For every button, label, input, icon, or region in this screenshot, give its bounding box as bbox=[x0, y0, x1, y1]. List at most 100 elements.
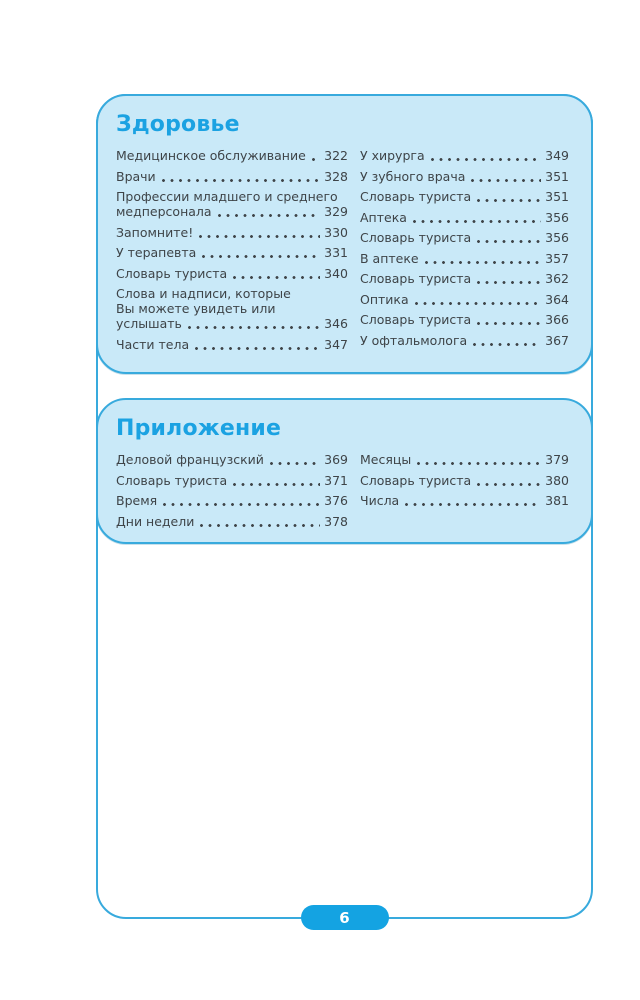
toc-entry-lastline: У терапевта 331 bbox=[116, 245, 348, 260]
dot-leader bbox=[477, 199, 542, 202]
section-health: Здоровье Медицинское обслуживание 322 Врач… bbox=[96, 94, 593, 374]
toc-entry: Медицинское обслуживание 322 bbox=[116, 148, 348, 163]
toc-entry-lastline: Части тела 347 bbox=[116, 337, 348, 352]
dot-leader bbox=[200, 523, 321, 527]
toc-entry-title: Оптика bbox=[360, 291, 409, 307]
toc-entry-page: 379 bbox=[545, 452, 569, 467]
toc-entry: У зубного врача 351 bbox=[360, 169, 569, 184]
dot-leader bbox=[269, 462, 321, 465]
toc-entry: Запомните! 330 bbox=[116, 225, 348, 240]
toc-entry-line: Вы можете увидеть или bbox=[116, 301, 276, 316]
section-title-appendix: Приложение bbox=[116, 416, 282, 441]
toc-entry-page: 349 bbox=[545, 148, 569, 163]
toc-entry-title: Словарь туриста bbox=[116, 472, 228, 488]
dot-leader bbox=[477, 240, 542, 243]
toc-entry: У терапевта 331 bbox=[116, 245, 348, 260]
toc-entry-lastline: У зубного врача 351 bbox=[360, 169, 569, 184]
toc-entry-lastline: Словарь туриста 380 bbox=[360, 473, 569, 488]
toc-entry-title: Медицинское обслуживание bbox=[116, 148, 306, 163]
toc-entry-lastline: Месяцы 379 bbox=[360, 452, 569, 467]
toc-column-left: Деловой французский 369 Словарь туриста 371… bbox=[116, 452, 348, 534]
page-frame: Здоровье Медицинское обслуживание 322 Врач… bbox=[96, 94, 593, 930]
toc-entry: Слова и надписи, которые Вы можете увидет… bbox=[116, 286, 348, 331]
toc-entry-page: 366 bbox=[545, 312, 569, 327]
toc-entry-title: Числа bbox=[360, 493, 400, 508]
toc-entry-title: Врачи bbox=[116, 168, 156, 184]
toc-entry: Врачи 328 bbox=[116, 169, 348, 184]
toc-entry-page: 367 bbox=[545, 332, 569, 348]
toc-entry: Профессии младшего и среднего медперсонал… bbox=[116, 189, 348, 219]
toc-entry-page: 369 bbox=[324, 452, 348, 467]
toc-entry-page: 346 bbox=[324, 316, 348, 331]
toc-entry-page: 351 bbox=[545, 189, 569, 204]
toc-entry-title: Части тела bbox=[116, 336, 190, 352]
toc-entry: Время 376 bbox=[116, 493, 348, 508]
toc-entry-page: 381 bbox=[545, 493, 569, 508]
toc-entry-lastline: Время 376 bbox=[116, 493, 348, 508]
toc-entry-lastline: Числа 381 bbox=[360, 493, 569, 508]
dot-leader bbox=[202, 255, 321, 258]
dot-leader bbox=[405, 503, 542, 506]
toc-entry-lastline: Дни недели 378 bbox=[116, 514, 348, 529]
toc-entry-page: 330 bbox=[324, 224, 348, 240]
toc-entry-lastline: Словарь туриста 362 bbox=[360, 271, 569, 286]
toc-entry-title: Запомните! bbox=[116, 224, 194, 240]
toc-entry-page: 329 bbox=[324, 204, 348, 219]
toc-entry: Словарь туриста 362 bbox=[360, 271, 569, 286]
dot-leader bbox=[311, 158, 321, 161]
toc-entry-title: У зубного врача bbox=[360, 168, 466, 184]
dot-leader bbox=[471, 178, 542, 182]
toc-entry: Числа 381 bbox=[360, 493, 569, 508]
toc-entry: Месяцы 379 bbox=[360, 452, 569, 467]
dot-leader bbox=[233, 275, 321, 279]
toc-entry-page: 356 bbox=[545, 209, 569, 225]
dot-leader bbox=[430, 158, 542, 161]
toc-entry-page: 331 bbox=[324, 245, 348, 260]
toc-entry-page: 378 bbox=[324, 513, 348, 529]
dot-leader bbox=[163, 503, 321, 506]
toc-entry-title: Словарь туриста bbox=[360, 271, 472, 286]
toc-entry-lastline: В аптеке 357 bbox=[360, 251, 569, 266]
toc-entry-title: У хирурга bbox=[360, 148, 425, 163]
section-title-health: Здоровье bbox=[116, 112, 240, 137]
toc-entry-page: 328 bbox=[324, 168, 348, 184]
toc-entry-title: Словарь туриста bbox=[360, 230, 472, 245]
toc-entry-title: Словарь туриста bbox=[116, 265, 228, 281]
toc-entry: Дни недели 378 bbox=[116, 514, 348, 529]
toc-entry-line: Профессии младшего и среднего bbox=[116, 189, 338, 204]
toc-entry-title: медперсонала bbox=[116, 204, 212, 219]
toc-entry-lastline: Словарь туриста 351 bbox=[360, 189, 569, 204]
toc-entry-title: Дни недели bbox=[116, 513, 195, 529]
toc-entry-title: Месяцы bbox=[360, 452, 412, 467]
toc-entry: В аптеке 357 bbox=[360, 251, 569, 266]
toc-entry-page: 357 bbox=[545, 250, 569, 266]
toc-entry-lastline: Запомните! 330 bbox=[116, 225, 348, 240]
dot-leader bbox=[417, 462, 542, 465]
toc-column-left: Медицинское обслуживание 322 Врачи 328 Профе… bbox=[116, 148, 348, 357]
toc-entry-line: Слова и надписи, которые bbox=[116, 286, 291, 301]
dot-leader bbox=[195, 346, 321, 350]
toc-entry-title: В аптеке bbox=[360, 250, 419, 266]
dot-leader bbox=[473, 342, 542, 346]
toc-entry-title: Словарь туриста bbox=[360, 312, 472, 327]
dot-leader bbox=[199, 234, 321, 238]
page-number-badge: 6 bbox=[300, 905, 389, 930]
toc-entry-title: Словарь туриста bbox=[360, 472, 472, 488]
dot-leader bbox=[477, 322, 542, 325]
toc-entry: Словарь туриста 356 bbox=[360, 230, 569, 245]
dot-leader bbox=[161, 178, 321, 182]
toc-entry: Деловой французский 369 bbox=[116, 452, 348, 467]
toc-entry-lastline: Словарь туриста 340 bbox=[116, 266, 348, 281]
toc-entry-page: 356 bbox=[545, 230, 569, 245]
section-appendix: Приложение Деловой французский 369 Словарь… bbox=[96, 398, 593, 544]
dot-leader bbox=[233, 482, 321, 486]
toc-entry-lastline: Словарь туриста 366 bbox=[360, 312, 569, 327]
toc-entry-title: услышать bbox=[116, 316, 182, 331]
dot-leader bbox=[424, 260, 542, 264]
toc-entry-lastline: Аптека 356 bbox=[360, 210, 569, 225]
toc-entry-title: У терапевта bbox=[116, 245, 197, 260]
dot-leader bbox=[412, 219, 542, 223]
toc-entry: У офтальмолога 367 bbox=[360, 333, 569, 348]
toc-entry-lastline: У офтальмолога 367 bbox=[360, 333, 569, 348]
